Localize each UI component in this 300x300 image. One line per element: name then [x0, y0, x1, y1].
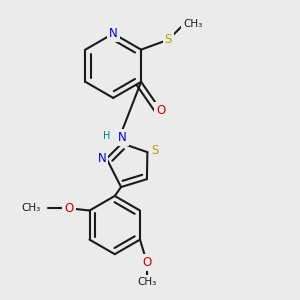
Text: S: S — [151, 144, 159, 157]
Text: N: N — [109, 27, 118, 40]
Text: O: O — [142, 256, 152, 269]
Text: O: O — [64, 202, 74, 215]
Text: H: H — [103, 131, 111, 141]
Text: S: S — [165, 33, 172, 46]
Text: N: N — [98, 152, 106, 165]
Text: CH₃: CH₃ — [21, 203, 40, 213]
Text: O: O — [156, 104, 165, 117]
Text: CH₃: CH₃ — [183, 20, 202, 29]
Text: N: N — [118, 131, 127, 144]
Text: CH₃: CH₃ — [137, 277, 157, 287]
